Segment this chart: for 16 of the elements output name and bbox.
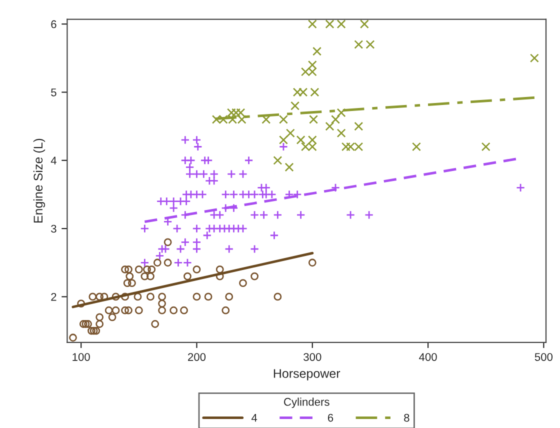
y-tick-label: 6 bbox=[51, 20, 56, 28]
x-tick-label: 300 bbox=[304, 353, 322, 361]
y-tick-label: 5 bbox=[51, 88, 56, 96]
y-tick-label: 4 bbox=[50, 156, 56, 164]
x-tick-label: 100 bbox=[72, 353, 90, 361]
y-axis-title: Engine Size (L) bbox=[33, 138, 46, 223]
y-tick-label: 2 bbox=[51, 292, 56, 301]
x-axis-title: Horsepower bbox=[274, 369, 340, 380]
y-tick-label: 3 bbox=[51, 224, 56, 233]
legend-label: 8 bbox=[404, 414, 410, 422]
x-tick-label: 500 bbox=[534, 353, 553, 361]
x-tick-label: 200 bbox=[188, 353, 206, 361]
legend-label: 6 bbox=[328, 414, 334, 422]
legend-title: Cylinders bbox=[284, 398, 330, 408]
legend-label: 4 bbox=[251, 414, 258, 422]
x-tick-label: 400 bbox=[419, 353, 437, 361]
